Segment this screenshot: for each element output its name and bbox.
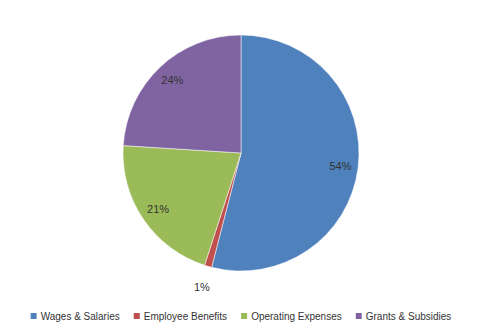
- data-label: 54%: [329, 160, 351, 172]
- data-label: 1%: [194, 281, 210, 293]
- legend-label: Grants & Subsidies: [366, 311, 452, 322]
- pie: [123, 35, 359, 271]
- legend-label: Wages & Salaries: [41, 311, 120, 322]
- data-label: 21%: [147, 203, 169, 215]
- pie-slice: [123, 146, 241, 266]
- legend-swatch: [356, 313, 362, 319]
- pie-slice: [123, 35, 241, 153]
- legend-label: Operating Expenses: [251, 311, 342, 322]
- legend-swatch: [241, 313, 247, 319]
- data-label: 24%: [161, 74, 183, 86]
- legend: Wages & Salaries Employee Benefits Operati…: [31, 311, 452, 322]
- data-labels: 54% 1% 21% 24%: [147, 74, 352, 294]
- legend-label: Employee Benefits: [144, 311, 227, 322]
- legend-swatch: [134, 313, 140, 319]
- chart: 54% 1% 21% 24% Wages & Salaries Employee Bene…: [0, 0, 482, 335]
- legend-swatch: [31, 313, 37, 319]
